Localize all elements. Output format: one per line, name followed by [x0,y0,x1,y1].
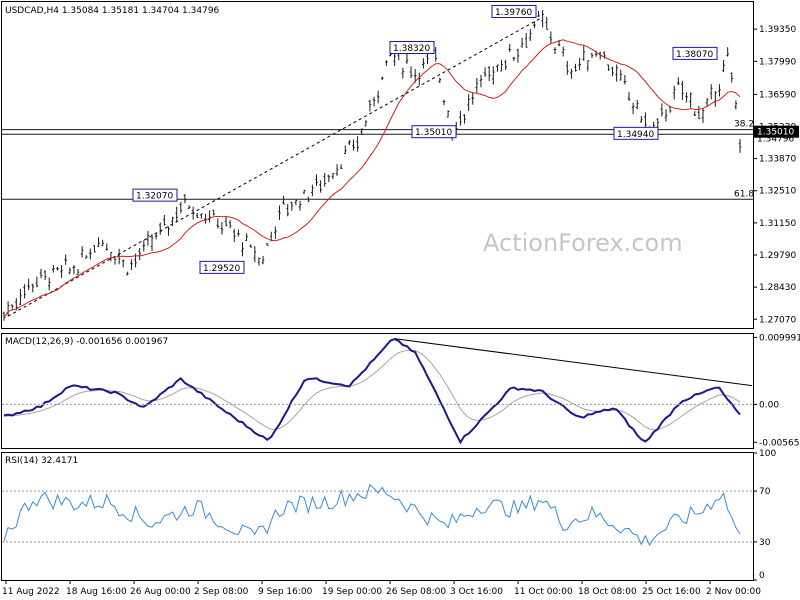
macd-tick-label: 0.009991 [759,333,800,343]
annotation-text: 1.34940 [617,130,654,140]
macd-y-axis: 0.009991 0.00 -0.005651 [753,333,800,448]
dashed-trendline [7,18,541,317]
rsi-title: RSI(14) 32.4171 [5,456,78,466]
rsi-tick-label: 0 [759,571,765,581]
macd-tick-label: -0.005651 [759,438,800,448]
macd-pane-frame [1,333,754,449]
price-y-axis: 1.393501.379901.365901.352301.338701.325… [753,25,799,325]
annotation-box [411,125,457,139]
rsi-y-axis: 100 70 30 0 [753,449,776,581]
time-tick-label: 2 Nov 00:00 [706,587,761,597]
annotation-text: 1.38320 [393,44,430,54]
time-tick-label: 18 Aug 16:00 [66,587,127,597]
macd-line [3,338,741,445]
time-tick-label: 3 Oct 16:00 [450,587,503,597]
annotation: 1.38070 [672,46,718,60]
time-tick-label: 11 Aug 2022 [2,587,60,597]
macd-title: MACD(12,26,9) -0.001656 0.001967 [5,337,168,347]
rsi-pane-frame [1,452,754,581]
annotation-text: 1.32070 [136,192,173,202]
macd-pane: MACD(12,26,9) -0.001656 0.001967 0.00999… [1,333,800,449]
price-pane: USDCAD,H4 1.35084 1.35181 1.34704 1.3479… [1,1,799,329]
price-tick-label: 1.39350 [759,25,796,35]
annotation-text: 1.38070 [676,50,713,60]
current-price-label: 1.35010 [757,128,794,138]
price-pane-frame [1,1,754,329]
current-price-box [754,125,799,138]
symbol-header: USDCAD,H4 1.35084 1.35181 1.34704 1.3479… [5,6,220,16]
annotation: 1.32070 [132,188,178,202]
time-tick-label: 2 Sep 08:00 [194,587,249,597]
annotation: 1.38320 [389,40,435,54]
annotation-box [491,4,537,18]
macd-trendline [394,338,753,387]
rsi-lines [2,483,753,547]
rsi-pane: RSI(14) 32.4171 100 70 30 0 [1,449,776,581]
watermark-text: ActionForex.com [483,229,683,257]
macd-lines [2,338,753,445]
time-tick-label: 26 Aug 00:00 [130,587,191,597]
last-price-label: 1.34796 [757,135,794,145]
annotation-text: 1.29520 [203,264,240,274]
annotation: 1.35010 [411,125,457,139]
annotation-box [132,188,178,202]
time-tick-label: 9 Sep 16:00 [258,587,313,597]
annotation: 1.39760 [491,4,537,18]
annotation-box [389,40,435,54]
price-candles [2,9,742,321]
time-tick-label: 26 Sep 08:00 [386,587,446,597]
level-label: 38.2 [734,120,754,130]
rsi-tick-label: 30 [759,538,771,548]
annotation: 1.34940 [613,126,659,140]
price-tick-label: 1.36590 [759,90,796,100]
rsi-line [3,483,741,547]
annotation: 1.29520 [199,260,245,274]
macd-tick-label: 0.00 [759,400,779,410]
annotation-text: 1.39760 [495,8,532,18]
price-tick-label: 1.27070 [759,315,796,325]
ma-line [3,39,741,318]
rsi-tick-label: 70 [759,487,771,497]
price-tick-label: 1.33870 [759,155,796,165]
time-tick-label: 18 Oct 08:00 [578,587,637,597]
price-tick-label: 1.31150 [759,219,796,229]
price-tick-label: 1.29790 [759,251,796,261]
annotation-box [672,46,718,60]
price-tick-label: 1.37990 [759,57,796,67]
annotation-box [199,260,245,274]
time-tick-label: 19 Sep 00:00 [322,587,382,597]
time-tick-label: 25 Oct 16:00 [642,587,701,597]
trendline [7,18,541,317]
price-tick-label: 1.28430 [759,283,796,293]
time-tick-label: 11 Oct 00:00 [514,587,573,597]
annotation-text: 1.35010 [415,128,452,138]
level-label: 61.8 [734,189,754,199]
annotation-box [613,126,659,140]
price-tick-label: 1.32510 [759,187,796,197]
price-annotations: 1.39760 1.38320 1.38070 1.35010 1.34940 1.320… [132,4,718,274]
rsi-tick-label: 100 [759,449,776,459]
moving-average [3,39,741,318]
time-axis: 11 Aug 2022 18 Aug 16:00 26 Aug 00:00 2 Sep… [2,580,761,597]
